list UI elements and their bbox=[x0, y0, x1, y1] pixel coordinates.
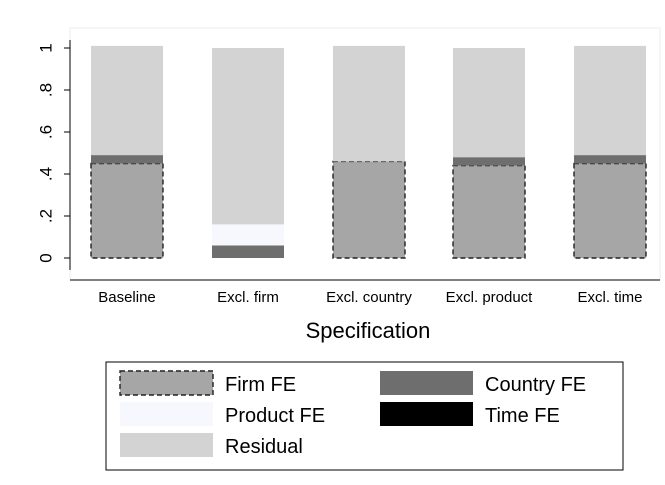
x-tick-label: Excl. country bbox=[326, 289, 412, 306]
x-tick-label: Excl. time bbox=[577, 289, 642, 306]
legend-swatch-residual bbox=[120, 433, 213, 457]
plot-area bbox=[69, 27, 661, 281]
legend-label-residual: Residual bbox=[225, 436, 303, 458]
legend-label-country-fe: Country FE bbox=[485, 374, 586, 396]
legend-label-firm-fe: Firm FE bbox=[225, 374, 296, 396]
bar-firm-fe-excl-product bbox=[452, 164, 526, 259]
y-tick-label: .8 bbox=[37, 83, 56, 97]
legend: Firm FE Country FE Product FE Time FE Residu… bbox=[105, 361, 624, 471]
bar-residual-excl-time bbox=[574, 45, 646, 156]
x-tick-label: Excl. firm bbox=[217, 289, 279, 306]
y-tick-label: .4 bbox=[37, 167, 56, 181]
bar-product-fe-excl-firm bbox=[212, 224, 284, 246]
bar-country-fe-baseline bbox=[91, 155, 163, 164]
bar-residual-baseline bbox=[91, 45, 163, 156]
legend-swatch-firm-fe bbox=[119, 370, 214, 396]
x-axis-title: Specification bbox=[306, 318, 431, 343]
bar-country-fe-excl-product bbox=[453, 157, 525, 166]
bar-residual-excl-country bbox=[333, 45, 405, 162]
bar-country-fe-excl-firm bbox=[212, 245, 284, 258]
bar-residual-excl-firm bbox=[212, 48, 284, 225]
legend-label-time-fe: Time FE bbox=[485, 405, 560, 427]
legend-swatch-product-fe bbox=[120, 402, 213, 426]
bar-firm-fe-excl-country bbox=[332, 160, 406, 259]
x-tick-label: Excl. product bbox=[446, 289, 534, 306]
y-tick-label: 1 bbox=[37, 43, 56, 52]
bar-country-fe-excl-time bbox=[574, 155, 646, 164]
bar-firm-fe-baseline bbox=[90, 162, 164, 259]
legend-swatch-country-fe bbox=[380, 371, 473, 395]
legend-label-product-fe: Product FE bbox=[225, 405, 325, 427]
legend-swatch-time-fe bbox=[380, 402, 473, 426]
bar-residual-excl-product bbox=[453, 48, 525, 158]
x-tick-label: Baseline bbox=[98, 289, 156, 306]
bar-firm-fe-excl-time bbox=[573, 162, 647, 259]
y-tick-label: 0 bbox=[37, 253, 56, 262]
y-tick-label: .6 bbox=[37, 125, 56, 139]
y-tick-label: .2 bbox=[37, 209, 56, 223]
axes: 0 .2 .4 .6 .8 1 Baseline Excl. firm Excl. countr… bbox=[37, 40, 660, 306]
